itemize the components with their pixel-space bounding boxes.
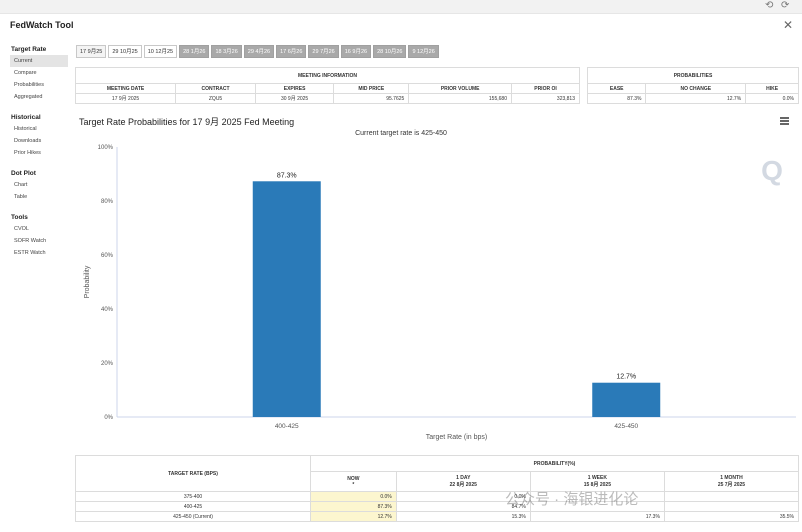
chart-subtitle: Current target rate is 425-450 (355, 130, 447, 137)
sidebar-item[interactable]: Table (14, 194, 28, 200)
bar-data-label: 87.3% (277, 172, 297, 179)
refresh-icon[interactable]: ⟲ (765, 0, 774, 11)
column-sublabel: 15 8月 2025 (583, 482, 611, 488)
table-cell: 375-400 (75, 491, 311, 502)
y-tick-label: 100% (98, 145, 114, 151)
bar (592, 382, 661, 417)
probability-history-table: TARGET RATE (BPS) PROBABILITY(%) NOW * 1 DAY… (75, 455, 800, 522)
table-cell: 323,813 (510, 93, 581, 104)
y-axis-title: Probability (84, 265, 91, 298)
table-cell (663, 491, 800, 502)
sidebar-item[interactable]: Historical (14, 126, 37, 132)
tab-meeting-date[interactable]: 16 9月26 (340, 45, 372, 58)
tab-meeting-date[interactable]: 28 10月26 (373, 45, 407, 58)
probability-bar-chart: Q 0% 20% 40% 60% 80% 100% 87.3% 400-425 12.7% 425-… (84, 145, 796, 441)
bar-data-label: 12.7% (616, 374, 636, 381)
meeting-date-tabs: 17 9月25 29 10月25 10 12月25 28 1月26 18 3月26 29 … (76, 45, 439, 58)
y-tick-label: 40% (101, 307, 114, 313)
column-sublabel: 22 8月 2025 (449, 482, 477, 488)
sidebar-item[interactable]: Prior Hikes (14, 150, 41, 156)
table-row: 425-450 (Current) 12.7% 15.3% 17.3% 35.5% (75, 511, 800, 522)
sidebar-item[interactable]: Aggregated (14, 94, 43, 100)
sidebar-item[interactable]: Downloads (14, 138, 42, 144)
column-sublabel: * (352, 481, 355, 488)
table-cell: 15.3% (395, 511, 531, 522)
sidebar: Target Rate Current Compare Probabilities Ag… (0, 44, 72, 268)
table-header: 1 MONTH 25 7月 2025 (663, 471, 800, 492)
table-header: PROBABILITY(%) (310, 455, 799, 472)
y-tick-label: 60% (101, 253, 114, 259)
table-cell: 95.7625 (333, 93, 410, 104)
q-logo-icon: Q (761, 155, 783, 186)
table-cell: 17.3% (529, 511, 665, 522)
x-axis-title: Target Rate (in bps) (426, 434, 487, 441)
sync-icon[interactable]: ⟳ (781, 0, 790, 11)
table-cell: 17 9月 2025 (74, 93, 177, 104)
tab-meeting-date[interactable]: 29 7月26 (308, 45, 339, 58)
sidebar-heading: Dot Plot (11, 170, 36, 177)
tab-meeting-date[interactable]: 29 10月25 (108, 45, 142, 58)
table-cell: 12.7% (645, 93, 747, 104)
sidebar-item[interactable]: Current (10, 55, 68, 67)
tab-meeting-date[interactable]: 29 4月26 (243, 45, 275, 58)
chart-title: Target Rate Probabilities for 17 9月 2025… (79, 117, 295, 127)
column-label: 1 MONTH (720, 475, 743, 481)
window-toolbar: ⟲ ⟳ (0, 0, 802, 14)
table-header: TARGET RATE (BPS) (75, 455, 311, 492)
table-row: 87.3% 12.7% 0.0% (586, 93, 799, 104)
watermark: 公众号 · 海银进化论 (505, 491, 639, 508)
menu-icon[interactable] (780, 117, 789, 126)
column-label: 1 WEEK (587, 475, 607, 481)
table-cell (663, 501, 800, 512)
table-row: 400-425 87.3% 84.7% (75, 501, 800, 512)
tab-meeting-date[interactable]: 17 6月26 (276, 45, 307, 58)
x-tick-label: 425-450 (614, 423, 638, 430)
x-tick-label: 400-425 (275, 423, 299, 430)
sidebar-heading: Historical (11, 114, 41, 121)
column-label: 1 DAY (456, 475, 471, 481)
meeting-info-table: MEETING INFORMATION MEETING DATE CONTRAC… (74, 67, 581, 104)
table-cell: 0.0% (745, 93, 799, 104)
y-tick-label: 20% (101, 361, 114, 367)
sidebar-item[interactable]: Chart (14, 182, 28, 188)
column-label: NOW (347, 475, 360, 482)
table-cell: 30 9月 2025 (255, 93, 335, 104)
table-header: NOW * (310, 471, 397, 492)
table-cell: 87.3% (586, 93, 647, 104)
column-sublabel: 25 7月 2025 (717, 482, 746, 488)
table-cell: 425-450 (Current) (75, 511, 311, 522)
table-cell: 12.7% (310, 511, 397, 522)
tab-meeting-date[interactable]: 17 9月25 (76, 45, 107, 58)
table-cell: 35.5% (663, 511, 800, 522)
sidebar-heading: Tools (11, 214, 28, 221)
tab-meeting-date[interactable]: 28 1月26 (179, 45, 210, 58)
table-cell: 0.0% (310, 491, 397, 502)
tab-meeting-date[interactable]: 9 12月26 (408, 45, 439, 58)
sidebar-item[interactable]: SOFR Watch (14, 238, 47, 244)
sidebar-item[interactable]: Compare (14, 70, 37, 76)
sidebar-item[interactable]: ESTR Watch (14, 250, 46, 256)
bar (252, 181, 321, 417)
table-cell: 87.3% (310, 501, 397, 512)
table-cell: 400-425 (75, 501, 311, 512)
table-row: 375-400 0.0% 0.0% (75, 491, 800, 502)
close-icon[interactable]: ✕ (783, 18, 794, 32)
tab-meeting-date[interactable]: 10 12月25 (143, 45, 178, 58)
app-title: FedWatch Tool (10, 20, 74, 30)
y-tick-label: 0% (104, 415, 113, 421)
sidebar-heading: Target Rate (11, 46, 47, 53)
sidebar-item[interactable]: CVOL (14, 226, 29, 232)
tab-meeting-date[interactable]: 18 3月26 (211, 45, 242, 58)
sidebar-item[interactable]: Probabilities (14, 82, 44, 88)
probabilities-table: PROBABILITIES EASE NO CHANGE HIKE 87.3% … (586, 67, 799, 104)
table-row: 17 9月 2025 ZQU5 30 9月 2025 95.7625 155,6… (74, 93, 581, 104)
y-tick-label: 80% (101, 199, 114, 205)
